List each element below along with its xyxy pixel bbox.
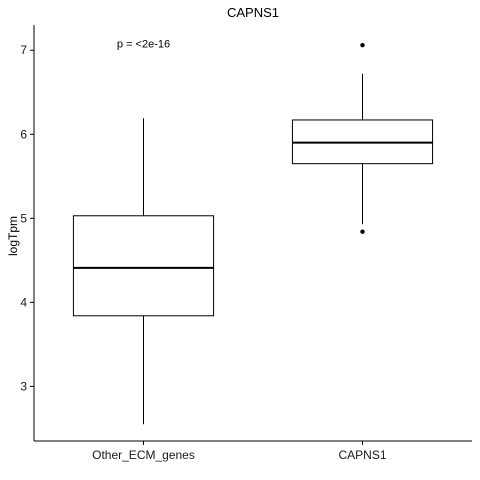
plot-area: 3 4 5 6 7 Other_ECM_genes CAPNS1 p = <2e-16 <box>20 38 434 462</box>
y-tick-label: 7 <box>20 43 27 57</box>
iqr-box <box>72 215 215 317</box>
chart-title: CAPNS1 <box>227 5 279 20</box>
y-tick-label: 6 <box>20 127 27 141</box>
y-tick-label: 5 <box>20 211 27 225</box>
x-tick-label: Other_ECM_genes <box>92 448 195 462</box>
outlier-point <box>360 229 365 234</box>
y-tick-label: 3 <box>20 379 27 393</box>
x-tick-label: CAPNS1 <box>338 448 386 462</box>
outlier-point <box>360 42 365 48</box>
p-value-annotation: p = <2e-16 <box>117 38 170 50</box>
y-axis-title: logTpm <box>6 216 20 256</box>
y-tick-label: 4 <box>20 295 27 309</box>
